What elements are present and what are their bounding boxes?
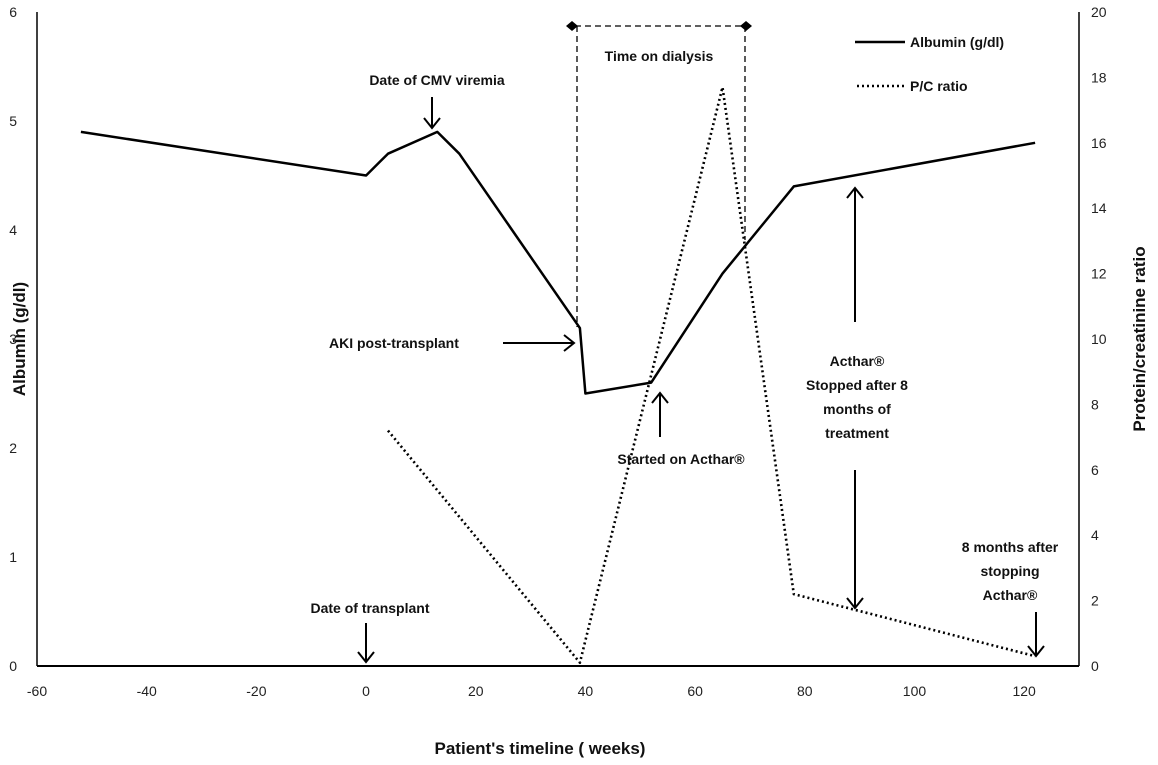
annotations: Date of CMV viremia Date of transplant A… <box>310 72 1059 664</box>
annotation-acthar-stopped-line3: months of <box>823 401 891 417</box>
y-tick-label: 4 <box>9 222 17 238</box>
legend-label-albumin: Albumin (g/dl) <box>910 34 1004 50</box>
y-tick-label: 6 <box>9 4 17 20</box>
arrow-transplant <box>357 623 375 664</box>
dialysis-bracket: Time on dialysis <box>566 21 752 327</box>
y2-tick-label: 2 <box>1091 593 1099 609</box>
x-tick-label: -40 <box>137 683 157 699</box>
x-tick-label: 100 <box>903 683 927 699</box>
dialysis-bracket-right-marker <box>740 21 752 31</box>
arrow-after-stopping <box>1027 612 1045 658</box>
dialysis-bracket-left-marker <box>566 21 578 31</box>
legend: Albumin (g/dl) P/C ratio <box>855 34 1004 94</box>
y-tick-label: 5 <box>9 113 17 129</box>
y2-tick-label: 10 <box>1091 331 1107 347</box>
y2-tick-label: 16 <box>1091 135 1107 151</box>
y2-tick-label: 18 <box>1091 69 1107 85</box>
series-layer <box>80 85 1036 665</box>
arrow-cmv-viremia <box>423 97 441 130</box>
annotation-after-stopping-line1: 8 months after <box>962 539 1059 555</box>
legend-label-pc-ratio: P/C ratio <box>910 78 968 94</box>
arrow-acthar-stopped-up <box>846 186 864 322</box>
tick-labels: -60 -40 -20 0 20 40 60 80 100 1200123456024681012… <box>9 4 1107 699</box>
y-tick-label: 0 <box>9 658 17 674</box>
annotation-after-stopping-line3: Acthar® <box>983 587 1038 603</box>
x-tick-label: 60 <box>687 683 703 699</box>
x-axis-title: Patient's timeline ( weeks) <box>435 739 646 758</box>
axes <box>36 12 1080 667</box>
y2-tick-label: 4 <box>1091 527 1099 543</box>
x-tick-label: -60 <box>27 683 47 699</box>
annotation-transplant: Date of transplant <box>310 600 429 616</box>
x-tick-label: 20 <box>468 683 484 699</box>
arrow-started-acthar <box>651 391 669 437</box>
x-tick-label: 80 <box>797 683 813 699</box>
x-tick-label: -20 <box>246 683 266 699</box>
x-tick-label: 120 <box>1012 683 1036 699</box>
y2-tick-label: 6 <box>1091 462 1099 478</box>
annotation-acthar-stopped-line1: Acthar® <box>830 353 885 369</box>
y2-tick-label: 14 <box>1091 200 1107 216</box>
y2-tick-label: 0 <box>1091 658 1099 674</box>
series-line-pc-ratio <box>386 85 1036 665</box>
x-tick-label: 40 <box>578 683 594 699</box>
y2-tick-label: 20 <box>1091 4 1107 20</box>
y-tick-label: 2 <box>9 440 17 456</box>
arrow-aki <box>503 334 576 352</box>
dialysis-label: Time on dialysis <box>605 48 714 64</box>
y2-axis-title: Protein/creatinine ratio <box>1130 246 1149 431</box>
y-tick-label: 1 <box>9 549 17 565</box>
y2-tick-label: 8 <box>1091 396 1099 412</box>
annotation-started-acthar: Started on Acthar® <box>617 451 745 467</box>
y-tick-label: 3 <box>9 331 17 347</box>
annotation-cmv-viremia: Date of CMV viremia <box>369 72 505 88</box>
series-line-albumin <box>80 130 1036 395</box>
y-axis-title: Albumin (g/dl) <box>10 282 29 396</box>
x-tick-label: 0 <box>362 683 370 699</box>
annotation-acthar-stopped-line2: Stopped after 8 <box>806 377 908 393</box>
annotation-after-stopping-line2: stopping <box>980 563 1039 579</box>
y2-tick-label: 12 <box>1091 266 1107 282</box>
annotation-aki: AKI post-transplant <box>329 335 459 351</box>
annotation-acthar-stopped-line4: treatment <box>825 425 889 441</box>
arrow-acthar-stopped-down <box>846 470 864 610</box>
